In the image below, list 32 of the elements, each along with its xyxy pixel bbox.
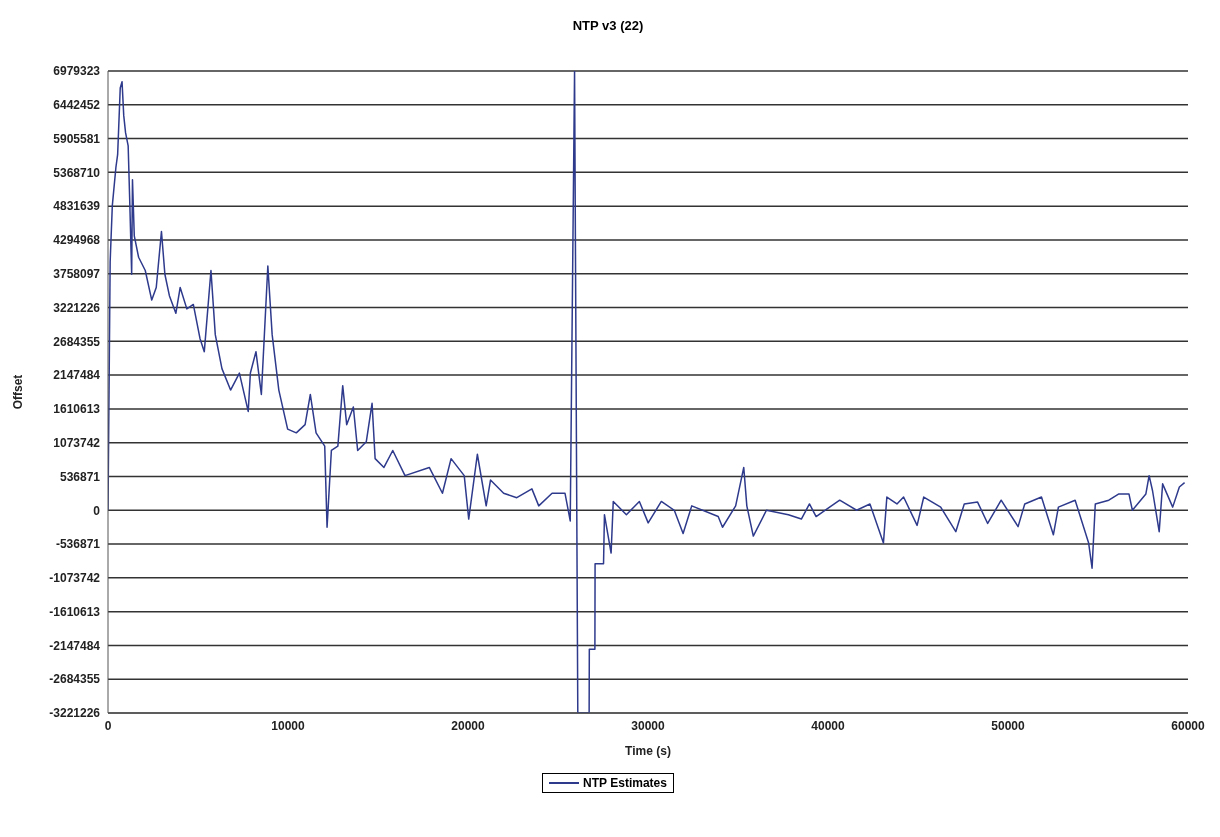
y-tick-label: 4831639 — [53, 199, 101, 214]
y-tick-label: 4294968 — [53, 233, 101, 248]
y-tick-label: 5905581 — [53, 131, 101, 146]
x-tick-label: 0 — [104, 718, 112, 733]
y-tick-label: 5368710 — [53, 165, 101, 180]
y-tick-label: 1610613 — [53, 402, 101, 417]
line-series — [108, 71, 1186, 713]
legend-label: NTP Estimates — [582, 776, 667, 790]
x-tick-label: 40000 — [811, 718, 846, 733]
y-tick-label: -3221226 — [49, 706, 101, 721]
y-tick-label: 3221226 — [53, 300, 101, 315]
y-axis-title: Offset — [11, 374, 26, 410]
x-tick-label: 50000 — [991, 718, 1026, 733]
y-tick-label: 0 — [93, 503, 101, 518]
x-tick-label: 20000 — [451, 718, 486, 733]
x-tick-label: 10000 — [271, 718, 306, 733]
chart-title: NTP v3 (22) — [571, 18, 645, 33]
y-tick-label: 2684355 — [53, 334, 101, 349]
y-tick-label: -2147484 — [49, 638, 101, 653]
x-tick-label: 60000 — [1171, 718, 1206, 733]
y-tick-label: 1073742 — [53, 435, 101, 450]
y-tick-label: -1073742 — [49, 571, 101, 586]
y-tick-label: -1610613 — [49, 604, 101, 619]
y-tick-label: -2684355 — [49, 672, 101, 687]
y-tick-label: 2147484 — [53, 368, 101, 383]
x-tick-label: 30000 — [631, 718, 666, 733]
x-axis-title: Time (s) — [625, 744, 671, 758]
y-tick-label: 6442452 — [53, 98, 101, 113]
y-tick-label: 6979323 — [53, 64, 101, 79]
y-tick-label: 3758097 — [53, 267, 101, 281]
y-tick-label: -536871 — [55, 537, 101, 552]
y-tick-label: 536871 — [59, 469, 101, 484]
